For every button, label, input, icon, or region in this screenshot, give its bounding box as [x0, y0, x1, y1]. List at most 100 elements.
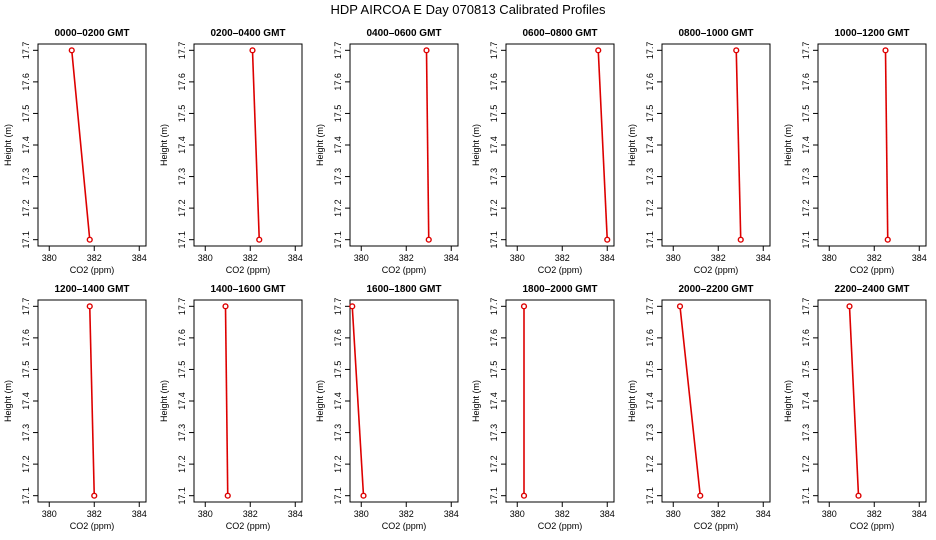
y-axis-label: Height (m)	[3, 124, 13, 166]
y-tick-label: 17.6	[801, 73, 811, 91]
y-tick-label: 17.3	[177, 424, 187, 442]
y-tick-label: 17.5	[333, 361, 343, 379]
x-tick-label: 382	[711, 509, 726, 519]
y-tick-label: 17.3	[489, 424, 499, 442]
y-tick-label: 17.7	[177, 42, 187, 60]
panel: 1600–1800 GMT 380 382 384 17.1 17.2 17.3 17.4 17…	[315, 284, 459, 531]
y-tick-label: 17.3	[645, 168, 655, 186]
x-tick-label: 380	[198, 253, 213, 263]
y-tick-label: 17.4	[333, 392, 343, 410]
y-tick-label: 17.6	[177, 329, 187, 347]
data-point	[846, 303, 853, 310]
x-axis-label: CO2 (ppm)	[850, 521, 895, 531]
x-tick-label: 380	[822, 253, 837, 263]
y-tick-label: 17.7	[333, 298, 343, 316]
data-point	[737, 236, 744, 243]
profile-line	[597, 50, 609, 240]
profile-line	[351, 306, 365, 496]
panel-title: 1000–1200 GMT	[834, 28, 909, 39]
y-axis-label: Height (m)	[3, 380, 13, 422]
y-tick-label: 17.1	[21, 487, 31, 505]
data-point	[595, 47, 602, 54]
y-tick-label: 17.4	[645, 136, 655, 154]
y-axis-label: Height (m)	[315, 124, 325, 166]
x-tick-label: 382	[399, 509, 414, 519]
y-tick-label: 17.4	[489, 136, 499, 154]
x-tick-label: 380	[42, 253, 57, 263]
profile-line	[251, 50, 261, 240]
panel: 1000–1200 GMT 380 382 384 17.1 17.2 17.3 17.4 17…	[783, 28, 927, 275]
x-axis-label: CO2 (ppm)	[694, 521, 739, 531]
y-tick-label: 17.1	[489, 487, 499, 505]
data-point	[91, 492, 98, 499]
panel-title: 0400–0600 GMT	[366, 28, 441, 39]
panel: 0400–0600 GMT 380 382 384 17.1 17.2 17.3 17.4 17…	[315, 28, 459, 275]
y-tick-label: 17.3	[801, 168, 811, 186]
y-tick-label: 17.2	[21, 455, 31, 473]
figure-title: HDP AIRCOA E Day 070813 Calibrated Profi…	[330, 2, 606, 17]
panels-grid: 0000–0200 GMT 380 382 384 17.1 17.2 17.3 17.4 17…	[3, 28, 927, 531]
data-point	[222, 303, 229, 310]
y-tick-label: 17.4	[801, 392, 811, 410]
y-tick-label: 17.7	[645, 298, 655, 316]
data-point	[520, 492, 528, 499]
x-tick-label: 380	[822, 509, 837, 519]
y-tick-label: 17.5	[801, 105, 811, 123]
y-tick-label: 17.5	[489, 105, 499, 123]
x-tick-label: 380	[198, 509, 213, 519]
y-axis-label: Height (m)	[159, 124, 169, 166]
x-tick-label: 384	[288, 253, 303, 263]
y-tick-label: 17.5	[333, 105, 343, 123]
y-axis-label: Height (m)	[471, 124, 481, 166]
profile-line	[848, 306, 860, 496]
y-tick-label: 17.2	[333, 455, 343, 473]
x-tick-label: 384	[132, 509, 147, 519]
x-tick-label: 382	[711, 253, 726, 263]
panel-title: 2200–2400 GMT	[834, 284, 909, 295]
panel-title: 0200–0400 GMT	[210, 28, 285, 39]
y-tick-label: 17.6	[489, 73, 499, 91]
y-tick-label: 17.2	[645, 199, 655, 217]
profile-line	[70, 50, 91, 240]
panel-title: 0600–0800 GMT	[522, 28, 597, 39]
x-tick-label: 380	[666, 253, 681, 263]
x-tick-label: 380	[666, 509, 681, 519]
y-tick-label: 17.2	[489, 455, 499, 473]
data-point	[256, 236, 263, 243]
y-tick-label: 17.4	[801, 136, 811, 154]
y-tick-label: 17.5	[177, 361, 187, 379]
y-tick-label: 17.3	[801, 424, 811, 442]
x-tick-label: 384	[600, 253, 615, 263]
y-tick-label: 17.7	[489, 298, 499, 316]
x-tick-label: 384	[756, 509, 771, 519]
y-axis-label: Height (m)	[783, 380, 793, 422]
data-point	[249, 47, 256, 54]
data-point	[676, 303, 684, 310]
y-axis-label: Height (m)	[315, 380, 325, 422]
panel-title: 1200–1400 GMT	[54, 284, 129, 295]
x-axis-label: CO2 (ppm)	[694, 265, 739, 275]
x-tick-label: 382	[555, 509, 570, 519]
y-tick-label: 17.2	[177, 455, 187, 473]
y-axis-label: Height (m)	[159, 380, 169, 422]
y-tick-label: 17.5	[645, 361, 655, 379]
y-tick-label: 17.2	[333, 199, 343, 217]
y-axis-label: Height (m)	[783, 124, 793, 166]
x-tick-label: 380	[354, 253, 369, 263]
data-point	[423, 47, 430, 54]
y-tick-label: 17.6	[489, 329, 499, 347]
data-point	[425, 236, 432, 243]
panel-title: 1400–1600 GMT	[210, 284, 285, 295]
data-point	[349, 303, 356, 310]
plot-frame	[349, 43, 459, 247]
y-tick-label: 17.5	[801, 361, 811, 379]
x-tick-label: 382	[867, 253, 882, 263]
data-point	[604, 236, 611, 243]
data-point	[733, 47, 740, 54]
x-tick-label: 382	[87, 509, 102, 519]
y-tick-label: 17.6	[645, 329, 655, 347]
y-tick-label: 17.5	[645, 105, 655, 123]
y-tick-label: 17.7	[801, 42, 811, 60]
plot-frame	[661, 299, 771, 503]
